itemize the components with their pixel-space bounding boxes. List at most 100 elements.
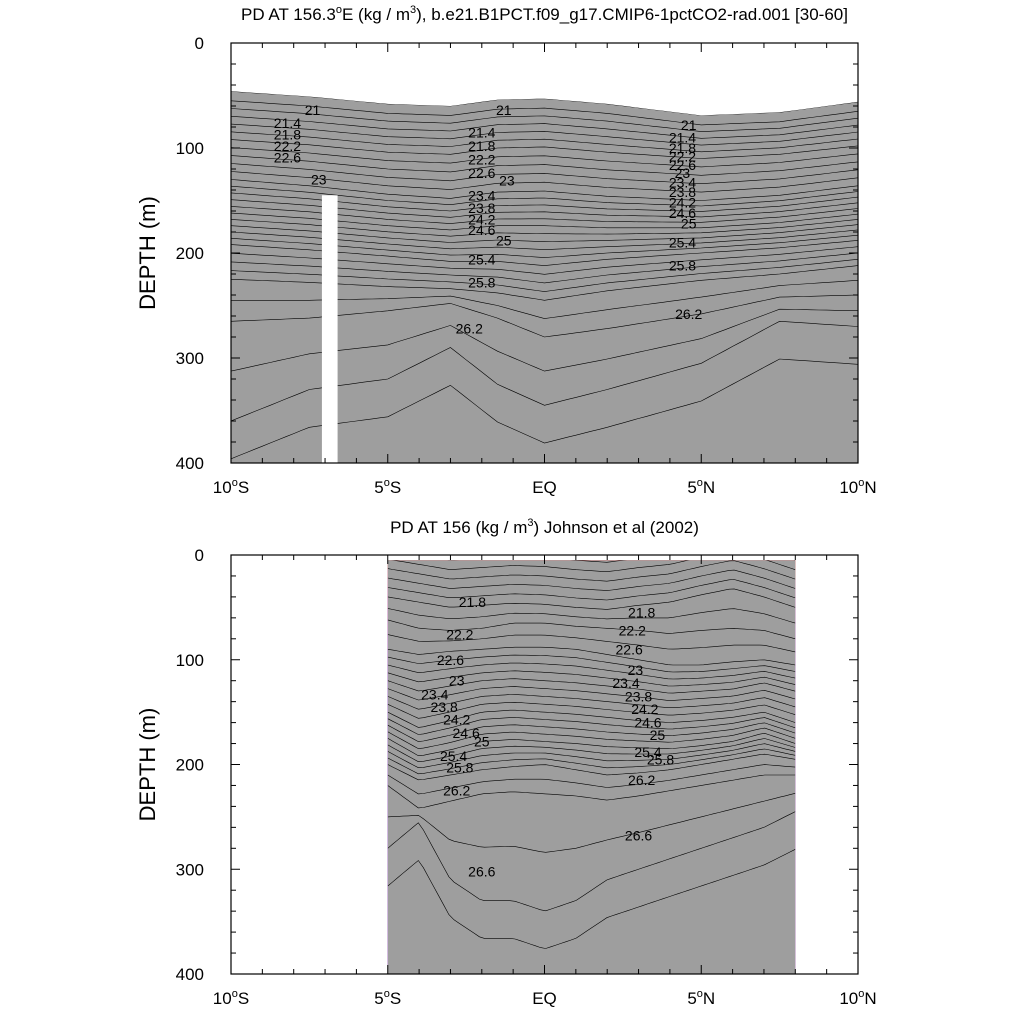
contour-line (387, 849, 796, 949)
contour-label: 21.8 (459, 594, 486, 610)
contour-line (387, 811, 796, 912)
contour-label: 22.6 (616, 641, 643, 657)
contour-label: 25.4 (468, 251, 495, 267)
y-tick-label: 100 (176, 139, 204, 158)
contour-label: 25 (474, 733, 490, 749)
contour-label: 23.4 (421, 686, 448, 702)
contour-label: 22.6 (437, 652, 464, 668)
contour-label: 21.4 (669, 130, 696, 146)
contour-label: 25.4 (634, 744, 661, 760)
contour-label: 23 (675, 165, 691, 181)
contour-line (387, 569, 796, 591)
contour-label: 22.2 (446, 627, 473, 643)
x-tick-label: 10oN (839, 477, 876, 497)
y-tick-label: 200 (176, 244, 204, 263)
contour-band (387, 560, 796, 974)
x-tick-label: EQ (532, 989, 557, 1008)
contour-line (387, 686, 796, 701)
contour-label: 22.2 (468, 152, 495, 168)
contour-line (231, 100, 858, 126)
contour-line (387, 701, 796, 719)
contour-line (387, 662, 796, 680)
contour-label: 21.8 (628, 605, 655, 621)
y-tick-label: 0 (195, 34, 204, 53)
contour-line (387, 694, 796, 710)
contour-line (387, 717, 796, 735)
contour-label: 23.8 (669, 184, 696, 200)
contour-label: 22.6 (274, 149, 301, 165)
contour-label: 21 (681, 117, 697, 133)
x-tick-label: 5oS (374, 988, 401, 1008)
contour-line (387, 608, 796, 624)
contour-line (387, 634, 796, 653)
contour-line (387, 722, 796, 742)
y-tick-label: 200 (176, 756, 204, 775)
contour-line (387, 588, 796, 610)
contour-label: 21.8 (669, 140, 696, 156)
contour-label: 23.4 (669, 175, 696, 191)
y-tick-label: 400 (176, 454, 204, 473)
contour-line (387, 793, 796, 853)
contour-label: 24.2 (669, 195, 696, 211)
y-tick-label: 300 (176, 349, 204, 368)
contour-line (387, 774, 796, 809)
x-tick-label: 10oN (839, 988, 876, 1008)
y-tick-label: 100 (176, 651, 204, 670)
contour-line (387, 732, 796, 757)
contour-label: 23.8 (468, 200, 495, 216)
y-axis-label: DEPTH (m) (135, 196, 160, 310)
contour-line (387, 646, 796, 666)
no-data-region (231, 43, 858, 116)
missing-data-column (321, 195, 338, 463)
contour-line (387, 748, 796, 775)
contour-label: 22.6 (669, 157, 696, 173)
contour-line (231, 116, 858, 139)
contour-label: 24.2 (468, 211, 495, 227)
panel-lower: 21.822.222.62323.423.824.224.62525.425.8… (135, 517, 877, 1008)
contour-line (387, 579, 796, 601)
contour-line (231, 185, 858, 207)
contour-label: 23 (449, 673, 465, 689)
x-tick-label: 10oS (213, 988, 249, 1008)
contour-line (387, 654, 796, 673)
panel-title: PD AT 156.3oE (kg / m3), b.e21.B1PCT.f09… (241, 4, 848, 24)
contour-label: 26.6 (468, 863, 495, 879)
contour-label: 23.8 (431, 699, 458, 715)
contour-label: 22.2 (669, 148, 696, 164)
contour-field: 21.822.222.62323.423.824.224.62525.425.8… (387, 560, 796, 974)
contour-label: 26.2 (628, 772, 655, 788)
contour-label: 25.8 (468, 274, 495, 290)
contour-label: 25 (650, 727, 666, 743)
y-tick-label: 0 (195, 546, 204, 565)
y-axis-label: DEPTH (m) (135, 708, 160, 822)
contour-line (448, 560, 796, 563)
contour-label: 21 (496, 102, 512, 118)
contour-band (231, 43, 858, 463)
contour-line (387, 709, 796, 728)
panel-title: PD AT 156 (kg / m3) Johnson et al (2002) (390, 517, 699, 537)
contour-label: 23 (499, 173, 515, 189)
contour-label: 23.8 (625, 688, 652, 704)
contour-line (387, 670, 796, 687)
contour-line (231, 163, 858, 185)
contour-line (387, 678, 796, 694)
y-tick-label: 400 (176, 965, 204, 984)
contour-label: 21.4 (274, 115, 301, 131)
contour-label: 22.6 (468, 165, 495, 181)
contour-line (231, 171, 858, 193)
contour-label: 21.8 (468, 138, 495, 154)
contour-label: 21 (305, 102, 321, 118)
y-tick-label: 300 (176, 860, 204, 879)
contour-line (231, 179, 858, 201)
contour-line (387, 764, 796, 795)
contour-label: 24.6 (669, 205, 696, 221)
contour-line (231, 123, 858, 146)
x-tick-label: 5oN (687, 477, 715, 497)
x-tick-label: 5oN (687, 988, 715, 1008)
contour-line (231, 155, 858, 176)
contour-label: 21.8 (274, 126, 301, 142)
contour-label: 25 (681, 216, 697, 232)
contour-label: 25.8 (647, 751, 674, 767)
